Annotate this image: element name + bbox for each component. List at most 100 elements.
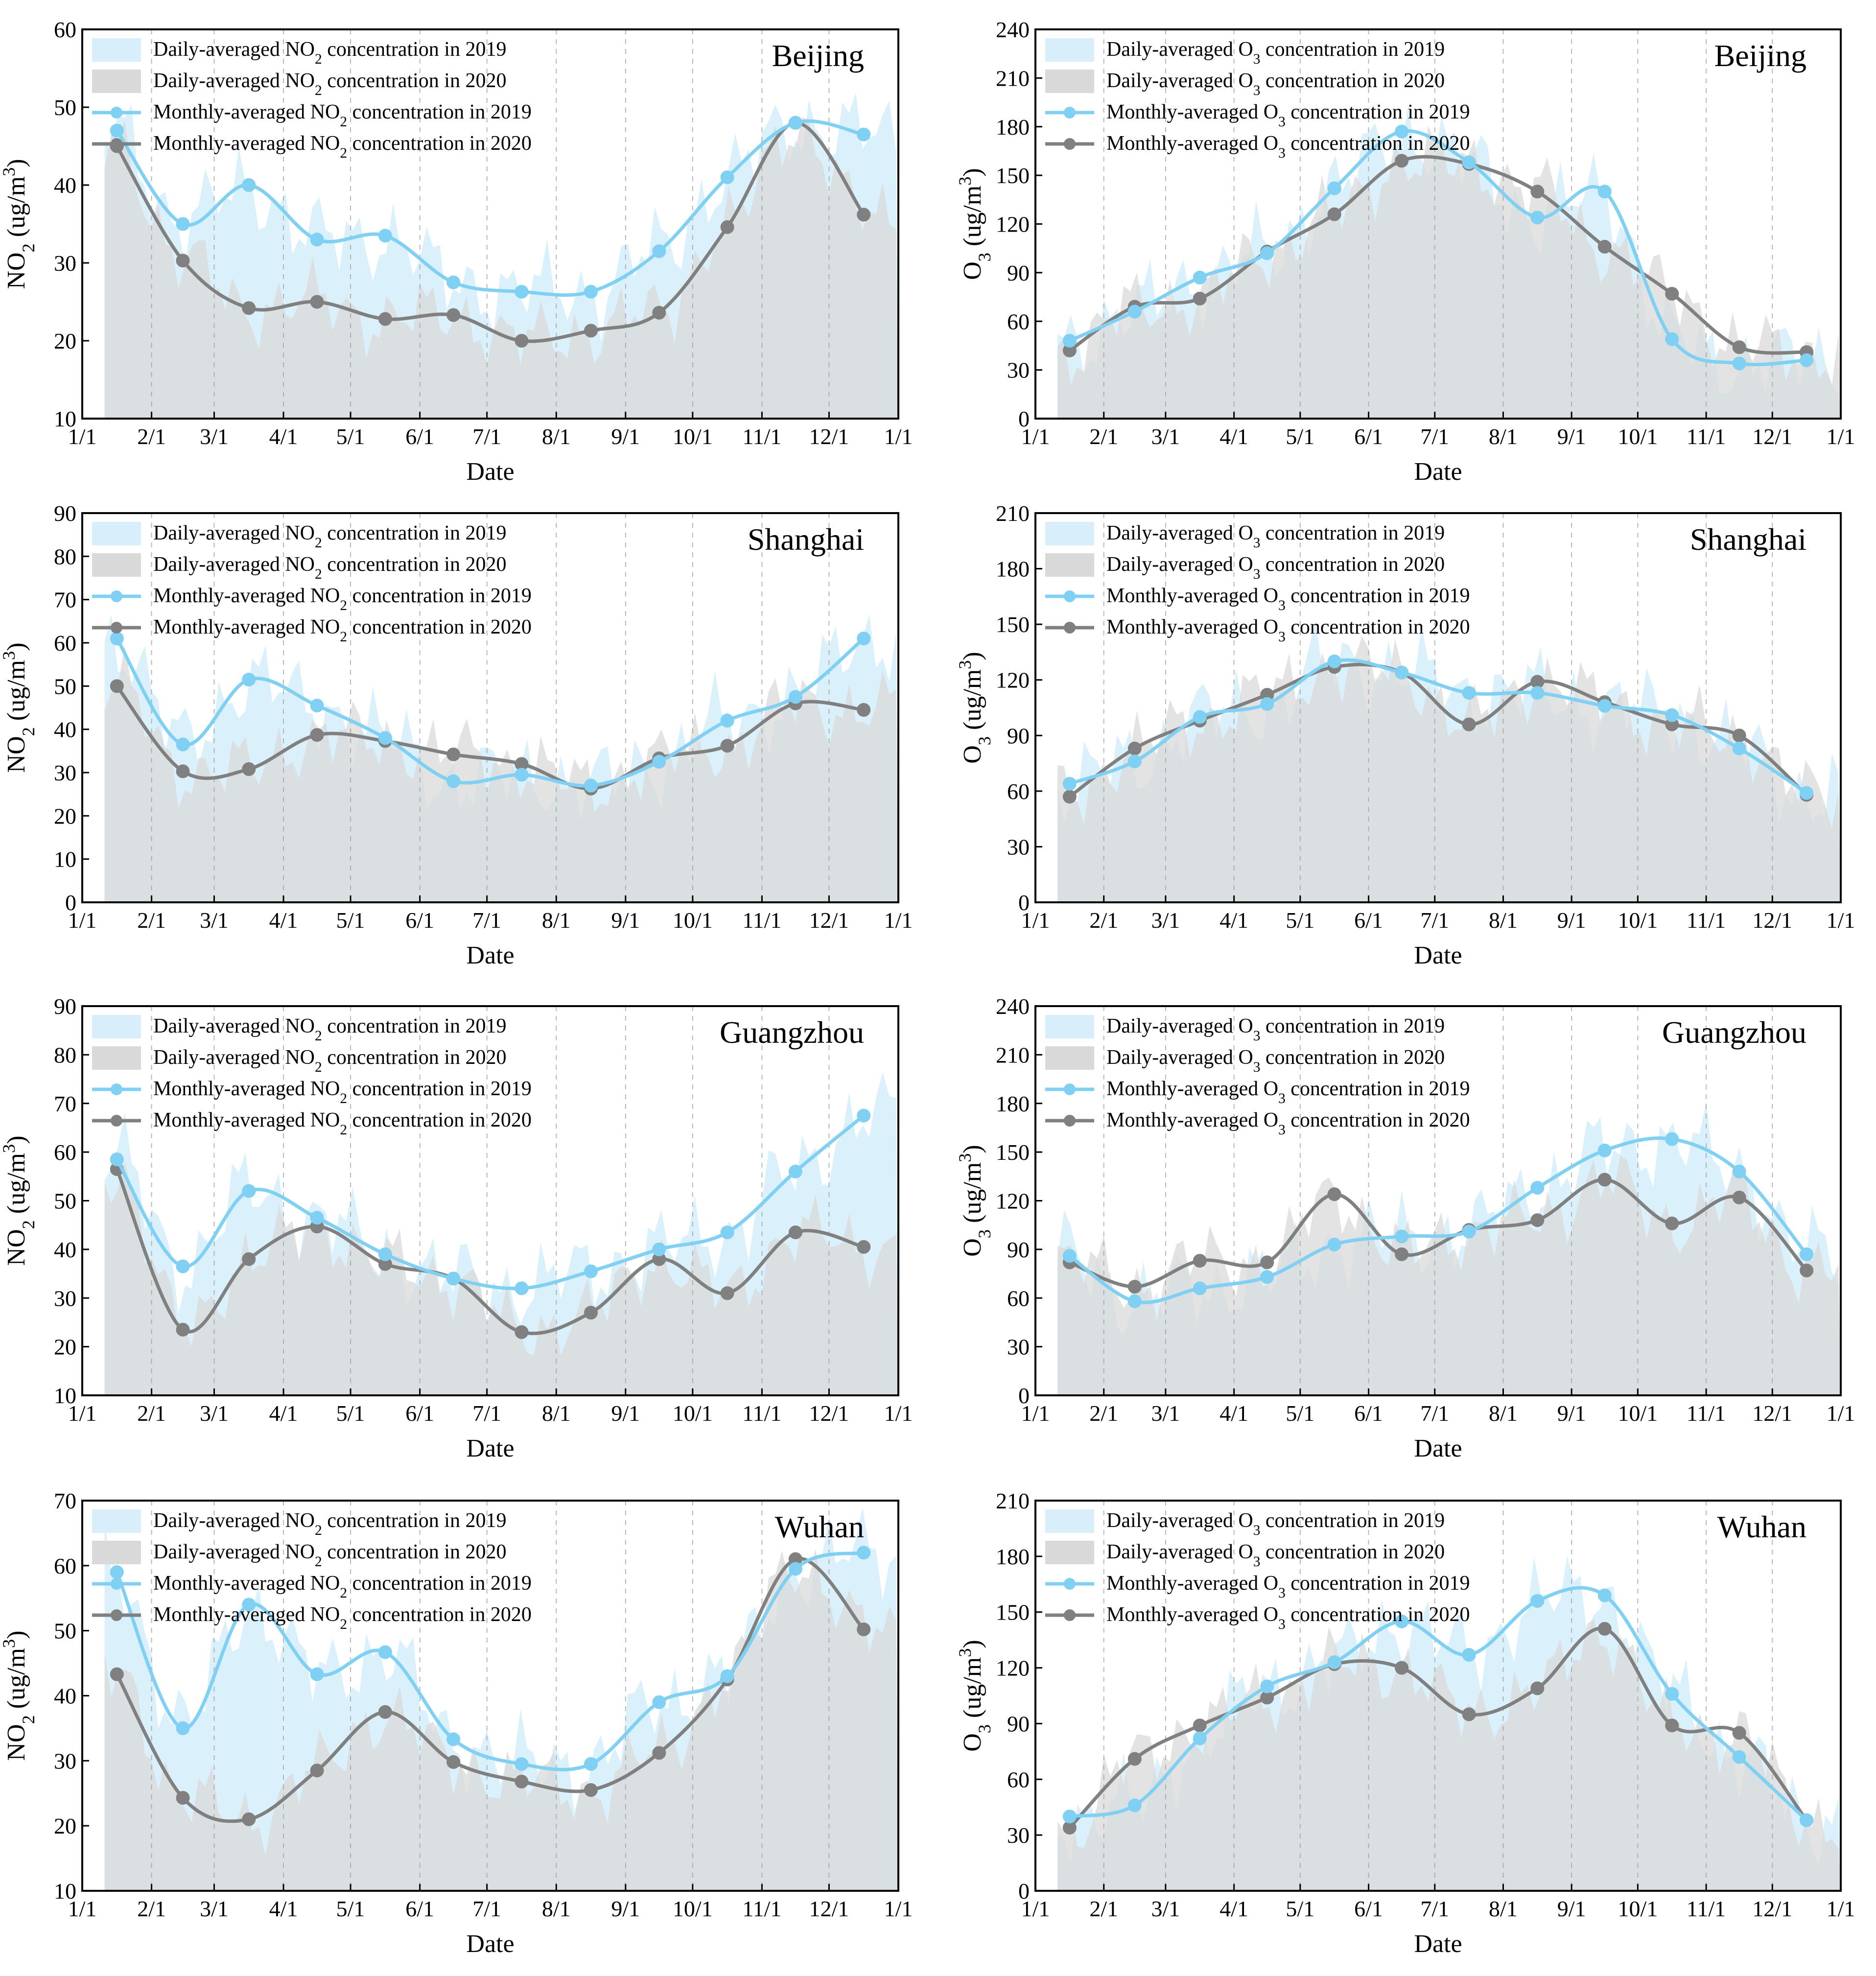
- monthly-point-2019: [446, 774, 461, 788]
- y-tick-label: 60: [1007, 309, 1030, 334]
- monthly-point-2019: [378, 1247, 392, 1261]
- legend-entry: Daily-averaged NO2 concentration in 2019: [153, 38, 506, 67]
- y-tick-label: 0: [1018, 1879, 1030, 1904]
- legend-entry: Monthly-averaged NO2 concentration in 20…: [153, 1603, 532, 1632]
- monthly-point-2020: [857, 1623, 871, 1637]
- x-tick-label: 1/1: [1021, 1896, 1050, 1921]
- y-tick-label: 0: [1018, 890, 1030, 915]
- x-tick-label: 3/1: [1151, 1401, 1180, 1426]
- monthly-point-2020: [1395, 154, 1409, 168]
- monthly-point-2019: [788, 690, 802, 704]
- x-tick-label: 6/1: [1354, 1896, 1383, 1921]
- x-tick-label: 10/1: [1618, 424, 1658, 449]
- x-tick-label: 6/1: [1354, 1401, 1383, 1426]
- y-tick-label: 90: [1007, 260, 1030, 285]
- x-tick-label: 9/1: [1557, 1896, 1586, 1921]
- x-axis-title: Date: [1414, 941, 1462, 969]
- monthly-point-2020: [720, 739, 734, 753]
- monthly-point-2019: [652, 244, 666, 259]
- legend-swatch: [1045, 1541, 1094, 1564]
- monthly-point-2019: [446, 275, 461, 289]
- x-tick-label: 5/1: [1286, 424, 1314, 449]
- y-axis-title: NO2 (ug/m3): [0, 642, 38, 773]
- legend-entry: Daily-averaged O3 concentration in 2019: [1106, 1509, 1445, 1538]
- y-tick-label: 180: [996, 1544, 1030, 1569]
- x-tick-label: 7/1: [1420, 1401, 1449, 1426]
- x-tick-label: 10/1: [1618, 1896, 1658, 1921]
- legend-entry: Monthly-averaged NO2 concentration in 20…: [153, 101, 532, 130]
- x-tick-label: 2/1: [1089, 1896, 1118, 1921]
- monthly-point-2020: [584, 1306, 598, 1320]
- y-tick-label: 210: [996, 1042, 1030, 1067]
- y-tick-label: 60: [1007, 779, 1030, 804]
- daily-area-2020: [1057, 125, 1841, 419]
- x-tick-label: 5/1: [336, 424, 365, 449]
- plot-frame: [81, 512, 899, 903]
- monthly-point-2019: [1260, 697, 1274, 711]
- monthly-point-2020: [176, 764, 190, 778]
- x-tick-label: 9/1: [611, 1896, 640, 1921]
- y-tick-label: 0: [1018, 1383, 1030, 1408]
- monthly-point-2019: [1127, 305, 1142, 319]
- monthly-point-2019: [1193, 270, 1207, 284]
- chart-panel-shanghai-no2: 0 10 20 30 40 50 60 70 80 90 1/1 2/1 3/1 4/1 5/1 6/1 7/1…: [0, 501, 913, 969]
- x-tick-label: 11/1: [1687, 1896, 1726, 1921]
- monthly-point-2020: [1732, 1726, 1746, 1740]
- monthly-point-2019: [1395, 1229, 1409, 1244]
- chart-panel-guangzhou-no2: 10 20 30 40 50 60 70 80 90 1/1 2/1 3/1 4/1 5/1 6/1 7/1 8…: [0, 994, 913, 1462]
- y-tick-label: 10: [54, 1383, 76, 1408]
- monthly-point-2020: [176, 1791, 190, 1805]
- y-tick-label: 90: [54, 501, 76, 526]
- city-title: Shanghai: [748, 522, 864, 557]
- legend-entry: Daily-averaged O3 concentration in 2020: [1106, 553, 1445, 582]
- y-tick-label: 10: [54, 406, 76, 431]
- y-tick-label: 30: [1007, 834, 1030, 859]
- monthly-point-2020: [857, 703, 871, 717]
- monthly-point-2019: [857, 1546, 871, 1560]
- y-tick-label: 20: [54, 803, 76, 828]
- monthly-point-2019: [584, 778, 598, 793]
- x-tick-label: 8/1: [1489, 1401, 1518, 1426]
- legend-entry: Monthly-averaged O3 concentration in 202…: [1106, 1603, 1470, 1632]
- x-tick-label: 7/1: [472, 1896, 501, 1921]
- monthly-point-2019: [1597, 1588, 1612, 1602]
- y-tick-label: 180: [996, 1091, 1030, 1116]
- monthly-point-2019: [378, 1645, 392, 1659]
- daily-area-2020: [1057, 1619, 1841, 1891]
- monthly-point-2020: [584, 1783, 598, 1797]
- monthly-point-2020: [1193, 1254, 1207, 1268]
- x-tick-label: 3/1: [200, 424, 229, 449]
- y-tick-label: 150: [996, 1600, 1030, 1625]
- x-tick-label: 1/1: [68, 424, 97, 449]
- y-tick-label: 10: [54, 1879, 76, 1904]
- monthly-point-2020: [652, 306, 666, 320]
- y-tick-label: 40: [54, 1237, 76, 1262]
- y-axis-title: NO2 (ug/m3): [0, 159, 38, 289]
- monthly-point-2019: [1732, 741, 1746, 755]
- monthly-point-2020: [310, 728, 324, 742]
- legend-swatch-marker: [1064, 622, 1076, 634]
- monthly-point-2020: [1530, 1681, 1545, 1695]
- legend-entry: Daily-averaged O3 concentration in 2019: [1106, 38, 1445, 67]
- x-tick-label: 9/1: [1557, 424, 1586, 449]
- x-tick-label: 8/1: [542, 908, 571, 933]
- monthly-point-2019: [720, 714, 734, 728]
- x-axis-title: Date: [1414, 1435, 1462, 1462]
- legend-entry: Daily-averaged NO2 concentration in 2019: [153, 1509, 506, 1538]
- monthly-point-2019: [310, 699, 324, 713]
- y-tick-label: 50: [54, 95, 76, 120]
- x-tick-label: 5/1: [336, 908, 365, 933]
- x-axis-title: Date: [1414, 458, 1462, 486]
- legend-swatch-marker: [1064, 1083, 1076, 1095]
- y-tick-label: 120: [996, 212, 1030, 237]
- x-tick-label: 11/1: [742, 1896, 781, 1921]
- monthly-point-2019: [310, 1667, 324, 1681]
- monthly-point-2019: [1260, 1679, 1274, 1694]
- y-axis-title-group: NO2 (ug/m3): [0, 1135, 38, 1266]
- y-tick-label: 60: [1007, 1767, 1030, 1792]
- x-tick-label: 1/1: [68, 1896, 97, 1921]
- y-tick-label: 90: [1007, 1711, 1030, 1736]
- x-tick-label: 8/1: [1489, 1896, 1518, 1921]
- monthly-point-2019: [584, 1757, 598, 1771]
